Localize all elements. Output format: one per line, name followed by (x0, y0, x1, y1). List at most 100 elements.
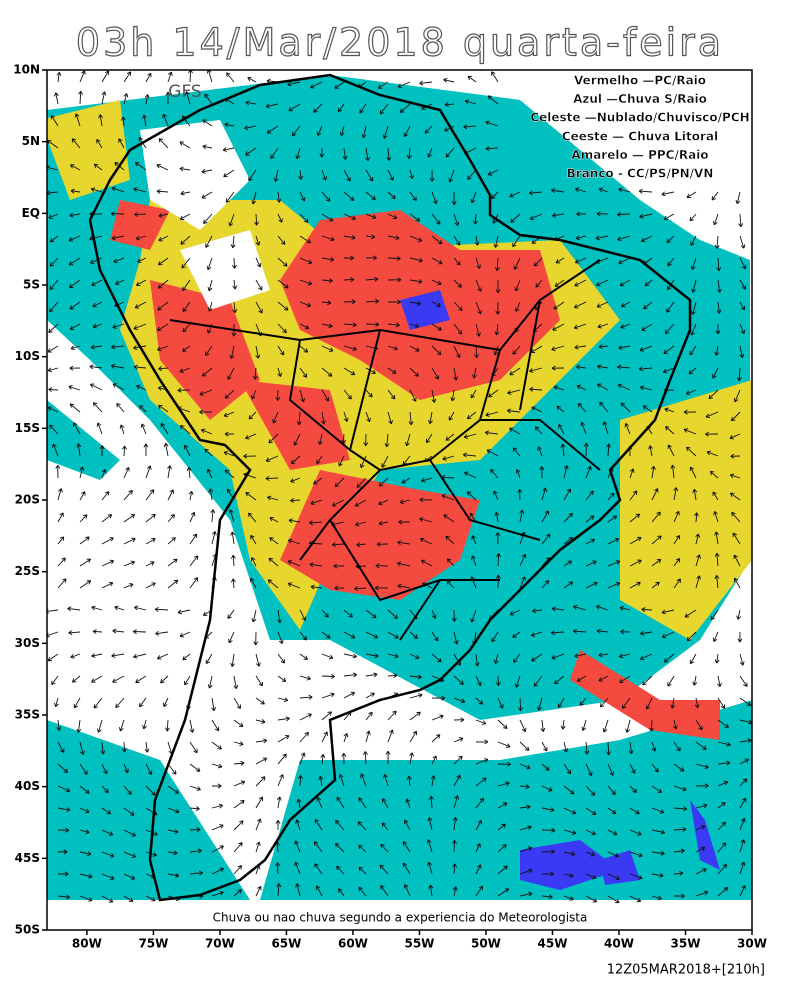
wind-arrow (493, 490, 499, 501)
wind-arrow (179, 424, 191, 435)
wind-arrow (321, 345, 334, 352)
wind-arrow (222, 147, 235, 152)
wind-arrow (47, 367, 59, 373)
wind-arrow (354, 521, 367, 527)
wind-arrow (365, 147, 370, 162)
wind-arrow (230, 578, 236, 589)
wind-arrow (541, 849, 556, 855)
wind-arrow (96, 422, 103, 435)
wind-arrow (429, 169, 435, 182)
wind-arrow (145, 489, 155, 501)
wind-arrow (167, 829, 179, 834)
wind-arrow (245, 433, 257, 440)
wind-arrow (255, 653, 261, 667)
wind-arrow (494, 323, 500, 336)
wind-arrow (245, 100, 257, 106)
wind-arrow (541, 894, 553, 900)
wind-arrow (68, 385, 81, 391)
wind-arrow (101, 807, 112, 815)
wind-arrow (343, 191, 355, 201)
wind-arrow (430, 775, 436, 787)
wind-arrow (475, 697, 484, 705)
wind-arrow (123, 490, 133, 501)
wind-arrow (321, 367, 333, 377)
wind-arrow (466, 491, 477, 501)
wind-arrow (399, 103, 411, 113)
wind-arrow (299, 235, 312, 244)
wind-arrow (189, 827, 201, 833)
wind-arrow (189, 763, 201, 772)
wind-arrow (716, 257, 722, 272)
wind-arrow (133, 605, 147, 611)
wind-arrow (79, 466, 85, 479)
wind-arrow (365, 411, 371, 423)
wind-arrow (541, 807, 555, 813)
wind-arrow (276, 883, 282, 897)
wind-arrow (321, 653, 334, 660)
wind-arrow (250, 534, 257, 545)
wind-arrow (205, 235, 213, 248)
wind-arrow (431, 257, 443, 265)
wind-arrow (618, 257, 631, 265)
wind-arrow (445, 433, 455, 441)
legend-entry: Vermelho —PC/Raio (574, 74, 706, 88)
wind-arrow (387, 631, 399, 639)
wind-arrow (473, 213, 478, 225)
wind-arrow (299, 367, 308, 378)
wind-arrow (79, 536, 90, 545)
wind-arrow (167, 71, 173, 83)
wind-arrow (321, 711, 332, 721)
wind-arrow (313, 477, 323, 485)
wind-arrow (620, 629, 631, 635)
wind-arrow (204, 93, 213, 105)
wind-arrow (206, 468, 213, 479)
wind-arrow (321, 631, 331, 639)
wind-arrow (580, 421, 587, 435)
wind-arrow (714, 345, 720, 356)
wind-arrow (672, 719, 678, 730)
wind-arrow (255, 697, 265, 705)
wind-arrow (553, 385, 565, 391)
wind-arrow (145, 785, 156, 796)
wind-arrow (387, 322, 400, 328)
wind-arrow (251, 609, 257, 623)
map-title: 03h 14/Mar/2018 quarta-feira (76, 21, 724, 65)
wind-arrow (179, 166, 191, 172)
wind-arrow (688, 367, 697, 375)
wind-arrow (248, 411, 257, 420)
wind-arrow (255, 841, 261, 853)
wind-arrow (47, 345, 59, 353)
wind-arrow (334, 842, 345, 853)
wind-arrow (507, 389, 521, 395)
wind-arrow (365, 276, 379, 282)
wind-arrow (123, 560, 135, 567)
wind-arrow (233, 741, 244, 746)
wind-arrow (275, 862, 281, 875)
wind-arrow (651, 741, 657, 752)
wind-arrow (396, 561, 411, 567)
wind-arrow (689, 345, 697, 356)
wind-arrow (574, 257, 587, 264)
wind-arrow (452, 886, 458, 897)
wind-arrow (365, 255, 377, 261)
legend-entry: Azul —Chuva S/Raio (573, 92, 707, 106)
wind-arrow (596, 628, 609, 634)
wind-arrow (387, 729, 394, 743)
wind-arrow (299, 191, 306, 202)
wind-arrow (651, 872, 664, 878)
wind-arrow (552, 212, 565, 218)
wind-arrow (712, 367, 719, 379)
wind-arrow (541, 763, 550, 771)
wind-arrow (294, 840, 301, 853)
wind-arrow (686, 631, 697, 642)
wind-arrow (299, 279, 313, 286)
wind-arrow (299, 213, 309, 223)
lon-tick-label: 30W (737, 937, 767, 951)
wind-arrow (648, 445, 653, 457)
wind-arrow (736, 609, 742, 620)
wind-arrow (56, 719, 62, 731)
wind-arrow (629, 581, 641, 589)
wind-arrow (651, 807, 665, 814)
wind-arrow (225, 191, 235, 203)
wind-arrow (296, 411, 302, 426)
